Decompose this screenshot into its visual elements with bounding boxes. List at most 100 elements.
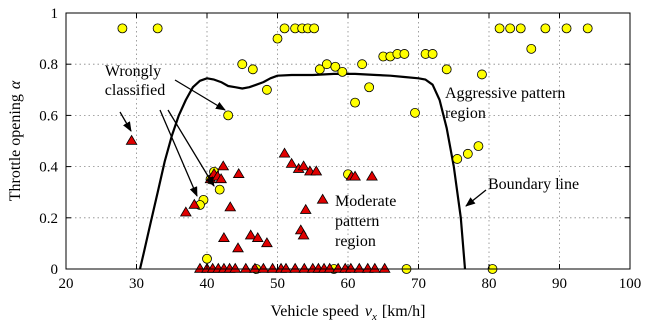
x-tick-label-30: 30 — [129, 276, 144, 292]
aggressive-point-24 — [494, 23, 505, 34]
aggressive-point-44 — [202, 253, 212, 264]
aggressive-point-42 — [214, 184, 225, 195]
aggressive-point-35 — [452, 154, 463, 164]
moderate-point-52 — [368, 262, 381, 273]
moderate-point-14 — [260, 237, 273, 248]
moderate-point-6 — [215, 173, 228, 184]
x-tick-label-20: 20 — [59, 276, 74, 292]
y-axis-symbol: α — [7, 80, 24, 89]
aggressive-point-7 — [309, 23, 320, 34]
aggressive-point-30 — [582, 23, 593, 34]
aggressive-point-26 — [515, 23, 526, 34]
aggressive-point-23 — [477, 69, 487, 80]
moderate-point-21 — [299, 203, 312, 214]
moderate-point-42 — [298, 262, 311, 273]
moderate-point-47 — [332, 262, 345, 273]
aggressive-point-22 — [441, 64, 452, 75]
aggressive-point-29 — [561, 23, 572, 34]
x-tick-label-50: 50 — [270, 276, 285, 292]
y-tick-label-5: 1 — [51, 6, 59, 22]
x-tick-label-100: 100 — [619, 276, 642, 292]
moderate-point-23 — [297, 229, 310, 240]
moderate-point-11 — [232, 242, 244, 253]
aggressive-point-13 — [330, 61, 341, 72]
boundary-line-curve — [138, 72, 467, 270]
annotation-boundary-line: Boundary line — [488, 176, 579, 193]
x-axis-unit: [km/h] — [382, 303, 426, 320]
y-axis-label: Throttle opening α — [7, 80, 24, 201]
moderate-point-10 — [217, 231, 230, 242]
aggressive-point-32 — [364, 82, 375, 93]
moderate-point-13 — [251, 231, 264, 242]
x-axis-symbol: v — [365, 303, 373, 320]
y-tick-label-1: 0.2 — [39, 211, 58, 227]
aggressive-point-14 — [337, 66, 348, 77]
annotation-arrows — [119, 79, 487, 207]
aggressive-point-37 — [473, 141, 484, 152]
aggressive-point-28 — [540, 23, 551, 34]
aggressive-point-1 — [152, 23, 163, 34]
axis-ticks: 20 30 40 50 60 70 80 90 100 0 0.2 0.4 0.6 0.8 1 — [39, 6, 641, 292]
aggressive-point-0 — [117, 23, 128, 34]
y-tick-label-2: 0.4 — [39, 160, 58, 176]
aggressive-point-33 — [410, 107, 420, 118]
aggressive-point-27 — [526, 43, 537, 54]
x-tick-label-60: 60 — [341, 276, 356, 292]
y-tick-label-4: 0.8 — [39, 57, 58, 73]
moderate-point-40 — [280, 262, 292, 273]
x-axis-subscript: x — [371, 311, 377, 323]
moderate-point-18 — [297, 160, 310, 171]
moderate-point-51 — [361, 262, 374, 273]
x-tick-label-90: 90 — [552, 276, 567, 292]
boundary-line-layer — [138, 72, 467, 270]
annotation-moderate-region: Moderate pattern region — [335, 193, 400, 250]
aggressive-point-25 — [505, 23, 516, 34]
moderate-point-35 — [239, 262, 252, 273]
moderate-point-9 — [232, 167, 245, 178]
arrow-to-boundary — [465, 189, 487, 207]
moderate-point-28 — [194, 262, 206, 273]
arrow-to-circle-060 — [174, 79, 226, 111]
aggressive-point-10 — [262, 84, 272, 95]
moderate-point-12 — [244, 229, 257, 240]
moderate-point-16 — [285, 157, 298, 168]
plot-background — [66, 13, 630, 269]
moderate-point-20 — [310, 165, 323, 176]
y-axis-label-text: Throttle opening — [7, 94, 24, 201]
aggressive-point-9 — [247, 64, 258, 75]
moderate-point-34 — [229, 262, 242, 273]
moderate-point-15 — [278, 147, 291, 158]
arrow-to-circle-031 — [167, 109, 215, 187]
moderate-point-36 — [249, 262, 261, 273]
aggressive-point-19 — [399, 49, 410, 59]
x-tick-label-80: 80 — [482, 276, 497, 292]
y-tick-label-3: 0.6 — [39, 108, 58, 124]
x-tick-label-40: 40 — [200, 276, 215, 292]
moderate-point-50 — [353, 262, 366, 273]
moderate-point-41 — [289, 262, 302, 273]
aggressive-point-3 — [279, 23, 290, 34]
aggressive-point-34 — [223, 110, 234, 121]
moderate-point-38 — [266, 262, 279, 273]
moderate-point-24 — [316, 193, 329, 204]
moderate-point-26 — [349, 170, 361, 181]
moderate-point-53 — [378, 262, 391, 273]
aggressive-point-31 — [350, 97, 360, 108]
moderate-point-2 — [188, 198, 201, 209]
aggressive-point-11 — [314, 64, 325, 75]
moderate-point-8 — [224, 201, 237, 212]
aggressive-point-12 — [321, 59, 332, 70]
y-tick-label-0: 0 — [51, 262, 59, 278]
aggressive-point-8 — [237, 59, 248, 70]
moderate-point-7 — [217, 160, 230, 171]
aggressive-point-2 — [272, 33, 283, 44]
aggressive-point-15 — [357, 59, 368, 70]
moderate-point-37 — [257, 262, 270, 273]
x-axis-label: Vehicle speed vx [km/h] — [271, 303, 426, 323]
aggressive-point-21 — [427, 49, 438, 59]
moderate-point-0 — [125, 134, 138, 145]
arrow-to-circle-025 — [159, 109, 198, 197]
moderate-point-46 — [323, 262, 336, 273]
arrow-to-outlier-triangle — [119, 111, 132, 132]
